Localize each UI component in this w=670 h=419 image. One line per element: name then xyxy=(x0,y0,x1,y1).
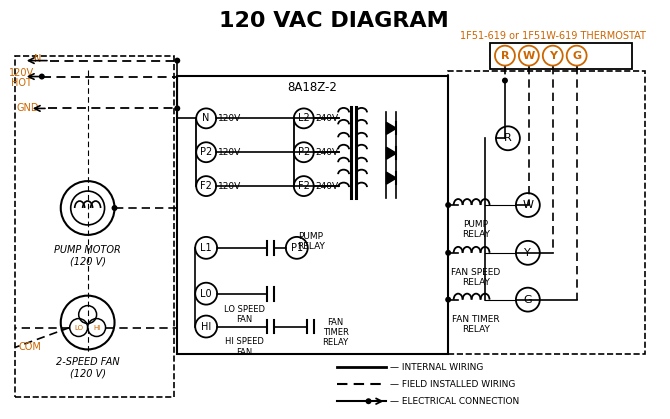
Text: PUMP MOTOR
(120 V): PUMP MOTOR (120 V) xyxy=(54,245,121,266)
Text: 120V: 120V xyxy=(218,181,241,191)
Text: GND: GND xyxy=(17,103,39,114)
Text: P2: P2 xyxy=(200,147,212,157)
Text: R: R xyxy=(504,133,512,143)
Text: FAN TIMER
RELAY: FAN TIMER RELAY xyxy=(452,315,500,334)
Polygon shape xyxy=(387,122,397,134)
Text: FAN SPEED
RELAY: FAN SPEED RELAY xyxy=(452,268,500,287)
Text: G: G xyxy=(572,51,581,61)
Text: LO: LO xyxy=(74,325,83,331)
Text: PUMP
RELAY: PUMP RELAY xyxy=(297,232,325,251)
Text: L2: L2 xyxy=(298,114,310,123)
Polygon shape xyxy=(387,147,397,159)
Text: HOT: HOT xyxy=(11,78,32,88)
Text: Y: Y xyxy=(549,51,557,61)
Text: — INTERNAL WIRING: — INTERNAL WIRING xyxy=(391,363,484,372)
Bar xyxy=(490,43,632,69)
Text: PUMP
RELAY: PUMP RELAY xyxy=(462,220,490,239)
Text: W: W xyxy=(523,51,535,61)
Text: HI SPEED
FAN: HI SPEED FAN xyxy=(224,337,263,357)
Text: 240V: 240V xyxy=(316,181,339,191)
Circle shape xyxy=(445,297,451,303)
Circle shape xyxy=(39,74,45,80)
Text: 240V: 240V xyxy=(316,148,339,157)
Bar xyxy=(178,75,448,354)
Text: COM: COM xyxy=(19,342,42,352)
Circle shape xyxy=(445,202,451,208)
Text: 2-SPEED FAN
(120 V): 2-SPEED FAN (120 V) xyxy=(56,357,119,379)
Bar xyxy=(15,56,174,397)
Circle shape xyxy=(174,58,180,64)
Text: HI: HI xyxy=(93,325,100,331)
Polygon shape xyxy=(387,172,397,184)
Circle shape xyxy=(366,398,371,404)
Circle shape xyxy=(445,250,451,256)
Text: 120V: 120V xyxy=(218,148,241,157)
Text: R: R xyxy=(500,51,509,61)
Text: N: N xyxy=(202,114,210,123)
Text: P2: P2 xyxy=(297,147,310,157)
Text: 120V: 120V xyxy=(218,114,241,123)
Circle shape xyxy=(111,205,117,211)
Text: N: N xyxy=(34,54,42,64)
Text: — FIELD INSTALLED WIRING: — FIELD INSTALLED WIRING xyxy=(391,380,516,389)
Text: 1F51-619 or 1F51W-619 THERMOSTAT: 1F51-619 or 1F51W-619 THERMOSTAT xyxy=(460,31,646,41)
Text: L1: L1 xyxy=(200,243,212,253)
Text: G: G xyxy=(523,295,532,305)
Text: P1: P1 xyxy=(291,243,303,253)
Text: FAN
TIMER
RELAY: FAN TIMER RELAY xyxy=(322,318,348,347)
Bar xyxy=(448,70,645,354)
Text: L0: L0 xyxy=(200,289,212,299)
Text: F2: F2 xyxy=(298,181,310,191)
Text: LO SPEED
FAN: LO SPEED FAN xyxy=(224,305,265,324)
Text: W: W xyxy=(523,200,533,210)
Text: HI: HI xyxy=(201,321,211,331)
Text: 240V: 240V xyxy=(316,114,339,123)
Text: 120 VAC DIAGRAM: 120 VAC DIAGRAM xyxy=(219,11,448,31)
Circle shape xyxy=(502,78,508,83)
Text: 8A18Z-2: 8A18Z-2 xyxy=(287,80,336,93)
Text: Y: Y xyxy=(525,248,531,258)
Text: — ELECTRICAL CONNECTION: — ELECTRICAL CONNECTION xyxy=(391,397,520,406)
Text: F2: F2 xyxy=(200,181,212,191)
Text: 120V: 120V xyxy=(9,67,34,78)
Circle shape xyxy=(174,106,180,111)
